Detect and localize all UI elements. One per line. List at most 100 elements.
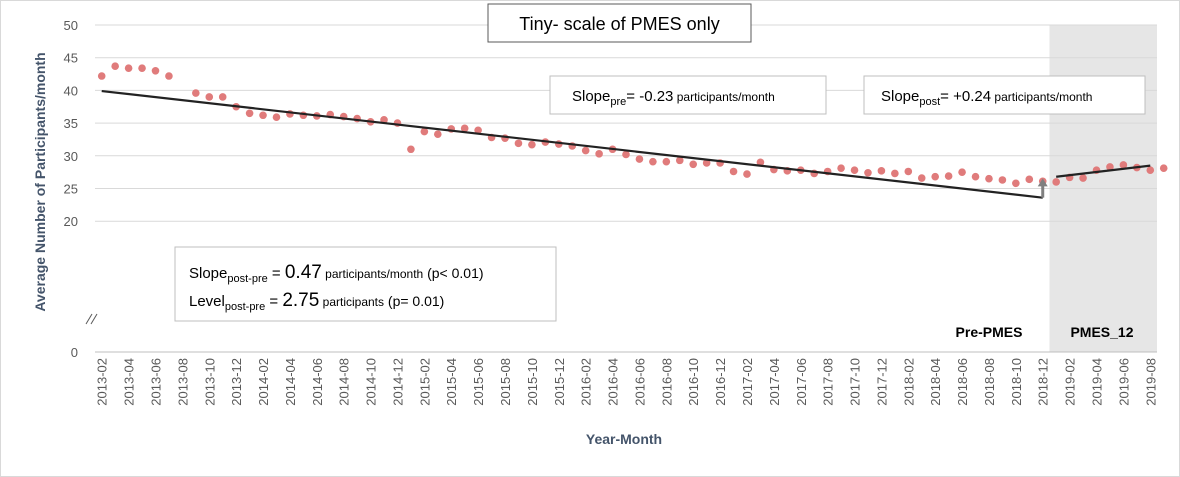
y-tick-label-30: 30 [64,149,78,164]
data-point [1079,174,1087,182]
data-point [958,168,966,176]
data-point [1146,166,1155,174]
data-point [622,150,630,159]
x-tick-label-2019-06: 2019-06 [1116,358,1131,406]
data-point [1119,161,1128,169]
slope-post-pre-annotation: Slopepost-pre = 0.47 participants/month … [189,262,484,285]
level-post-pre-unit: participants [319,295,384,309]
data-point [1106,163,1114,171]
axis-break-marks [85,313,98,325]
slope-pre-value: = -0.23 [626,88,673,105]
data-point [837,164,845,173]
data-point [756,158,765,167]
data-point [891,169,899,178]
data-point [433,130,442,139]
level-post-pre-sub: post-pre [225,301,265,313]
x-tick-label-2015-02: 2015-02 [417,358,432,406]
x-tick-label-2014-12: 2014-12 [390,358,405,406]
trend-line-post [1056,164,1151,178]
data-point [931,172,939,181]
x-tick-label-2013-12: 2013-12 [229,358,244,406]
x-tick-label-2016-12: 2016-12 [713,358,728,406]
data-point [460,124,469,133]
slope-post-annotation: Slopepost= +0.24 participants/month [881,88,1092,108]
data-point [474,126,482,135]
data-point [944,172,953,180]
x-tick-label-2014-02: 2014-02 [256,358,271,406]
data-point [649,157,657,166]
trend-lines-layer [101,89,1151,199]
x-tick-label-2015-04: 2015-04 [444,358,459,406]
x-tick-label-2014-06: 2014-06 [310,358,325,406]
y-axis-title: Average Number of Participants/month [32,52,48,311]
data-point [151,66,160,75]
x-tick-label-2014-08: 2014-08 [337,358,352,406]
level-post-pre-p: (p= 0.01) [384,293,444,309]
slope-post-unit: participants/month [991,90,1092,104]
slope-post-pre-main: Slope [189,265,227,282]
data-point [1012,179,1020,188]
x-tick-label-2017-06: 2017-06 [794,358,809,406]
title-box [487,3,752,43]
x-tick-label-2017-08: 2017-08 [821,358,836,406]
data-point [877,167,886,175]
data-point [514,139,523,148]
x-tick-label-2017-12: 2017-12 [874,358,889,406]
axis-break-mark-1 [85,313,93,325]
slope-post-pre-value: 0.47 [285,262,322,283]
data-point [218,93,227,101]
x-tick-label-2016-08: 2016-08 [659,358,674,406]
data-point [97,72,106,80]
data-point [702,159,711,167]
x-tick-label-2017-10: 2017-10 [848,358,863,406]
data-point [904,167,913,176]
chart-title: Tiny- scale of PMES only [519,14,719,34]
data-point [420,127,429,136]
slope-post-pre-sub: post-pre [227,273,267,285]
data-point [985,174,993,183]
data-point [111,62,119,71]
data-point [971,172,980,181]
slope-pre-sub: pre [610,96,626,108]
x-tick-label-2017-04: 2017-04 [767,358,782,406]
data-point [675,156,684,165]
data-point [245,109,254,118]
x-tick-label-2015-08: 2015-08 [498,358,513,406]
data-point [1052,178,1060,186]
x-tick-label-2018-02: 2018-02 [901,358,916,406]
slope-pre-main: Slope [572,88,610,105]
data-point [205,93,214,101]
slope-post-value: = +0.24 [940,88,991,105]
slope-post-pre-eq: = [268,265,285,282]
data-point [998,176,1007,184]
data-point [1025,175,1034,184]
data-point [635,155,644,163]
axes-layer: 0 20 25 30 35 40 45 50 2013-02 2013-04 2013-06 2013… [64,18,1159,406]
data-point [864,169,872,177]
x-tick-label-2014-04: 2014-04 [283,358,298,406]
x-tick-label-2016-02: 2016-02 [579,358,594,406]
x-tick-label-2018-06: 2018-06 [955,358,970,406]
y-tick-label-25: 25 [64,182,78,197]
x-tick-label-2013-10: 2013-10 [202,358,217,406]
x-tick-label-2018-12: 2018-12 [1036,358,1051,406]
x-tick-label-2018-04: 2018-04 [928,358,943,406]
level-post-pre-eq: = [265,293,282,310]
data-point [272,113,281,122]
slope-post-sub: post [919,96,940,108]
data-point [1159,164,1168,173]
x-tick-label-2016-06: 2016-06 [632,358,647,406]
level-post-pre-main: Level [189,293,225,310]
x-tick-label-2013-08: 2013-08 [175,358,190,406]
y-tick-label-40: 40 [64,83,78,98]
data-point [729,167,738,176]
data-point [743,170,751,178]
slope-post-main: Slope [881,88,919,105]
y-tick-label-50: 50 [64,18,78,33]
slope-pre-annotation: Slopepre= -0.23 participants/month [572,88,775,108]
x-tick-label-2013-02: 2013-02 [95,358,110,406]
data-point [595,150,603,158]
slope-pre-box [549,75,827,115]
